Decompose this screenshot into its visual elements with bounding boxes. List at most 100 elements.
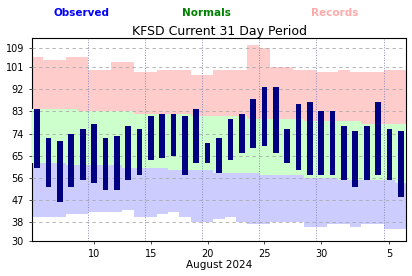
Bar [395, 124, 407, 182]
Bar [145, 168, 157, 217]
Bar [281, 119, 293, 175]
Bar [111, 165, 122, 212]
Bar [353, 131, 358, 187]
Bar [225, 70, 236, 217]
Bar [179, 170, 191, 217]
Bar [398, 131, 404, 197]
Bar [239, 114, 245, 153]
Bar [35, 109, 40, 168]
Bar [100, 165, 111, 212]
Bar [66, 57, 77, 214]
Text: Records: Records [311, 8, 358, 18]
Bar [43, 109, 54, 163]
Bar [159, 114, 165, 158]
Bar [338, 121, 350, 180]
Bar [202, 116, 213, 170]
Bar [66, 109, 77, 165]
Title: KFSD Current 31 Day Period: KFSD Current 31 Day Period [131, 25, 307, 38]
Bar [248, 173, 259, 224]
Bar [236, 70, 248, 222]
Bar [293, 119, 304, 175]
Bar [327, 178, 338, 224]
Bar [77, 57, 88, 214]
Bar [122, 112, 134, 168]
Bar [284, 129, 290, 163]
Bar [327, 121, 338, 178]
Bar [205, 143, 211, 163]
Bar [259, 48, 270, 224]
Bar [338, 180, 350, 224]
Bar [248, 45, 259, 224]
Bar [361, 72, 372, 224]
Bar [125, 126, 131, 180]
Bar [122, 168, 134, 209]
Bar [122, 62, 134, 209]
Bar [100, 112, 111, 165]
Bar [296, 104, 301, 170]
Bar [54, 109, 66, 163]
Bar [304, 178, 316, 227]
Bar [386, 129, 392, 180]
Bar [259, 175, 270, 224]
Bar [66, 165, 77, 214]
Bar [281, 67, 293, 222]
Bar [227, 119, 233, 160]
X-axis label: August 2024: August 2024 [186, 261, 252, 270]
Bar [202, 170, 213, 222]
Bar [372, 124, 384, 180]
Bar [77, 112, 88, 165]
Bar [225, 173, 236, 217]
Bar [134, 72, 145, 217]
Bar [350, 72, 361, 227]
Bar [341, 126, 347, 180]
Bar [157, 168, 168, 214]
Bar [168, 70, 179, 212]
Bar [80, 129, 86, 180]
Bar [168, 114, 179, 170]
Bar [103, 139, 108, 190]
Bar [213, 116, 225, 173]
Bar [32, 109, 43, 163]
Bar [270, 175, 281, 222]
Bar [395, 182, 407, 229]
Bar [111, 112, 122, 165]
Bar [54, 163, 66, 217]
Bar [273, 87, 279, 153]
Bar [134, 114, 145, 168]
Bar [304, 70, 316, 227]
Bar [191, 116, 202, 170]
Bar [327, 72, 338, 224]
Bar [43, 163, 54, 217]
Bar [88, 70, 100, 212]
Bar [384, 124, 395, 180]
Bar [111, 62, 122, 212]
Bar [202, 75, 213, 222]
Bar [182, 116, 188, 175]
Bar [270, 119, 281, 175]
Bar [57, 141, 63, 202]
Bar [191, 75, 202, 222]
Bar [54, 60, 66, 217]
Bar [316, 178, 327, 227]
Bar [213, 70, 225, 219]
Bar [318, 112, 324, 175]
Bar [216, 139, 222, 173]
Bar [372, 180, 384, 224]
Text: Normals: Normals [182, 8, 230, 18]
Bar [384, 70, 395, 229]
Bar [168, 170, 179, 212]
Bar [293, 70, 304, 222]
Bar [68, 134, 74, 187]
Bar [100, 70, 111, 212]
Bar [350, 180, 361, 227]
Bar [250, 99, 256, 148]
Bar [236, 173, 248, 222]
Bar [77, 165, 88, 214]
Bar [270, 67, 281, 222]
Bar [375, 102, 381, 175]
Bar [361, 180, 372, 224]
Bar [32, 57, 43, 217]
Bar [194, 109, 199, 163]
Bar [384, 180, 395, 229]
Bar [32, 163, 43, 217]
